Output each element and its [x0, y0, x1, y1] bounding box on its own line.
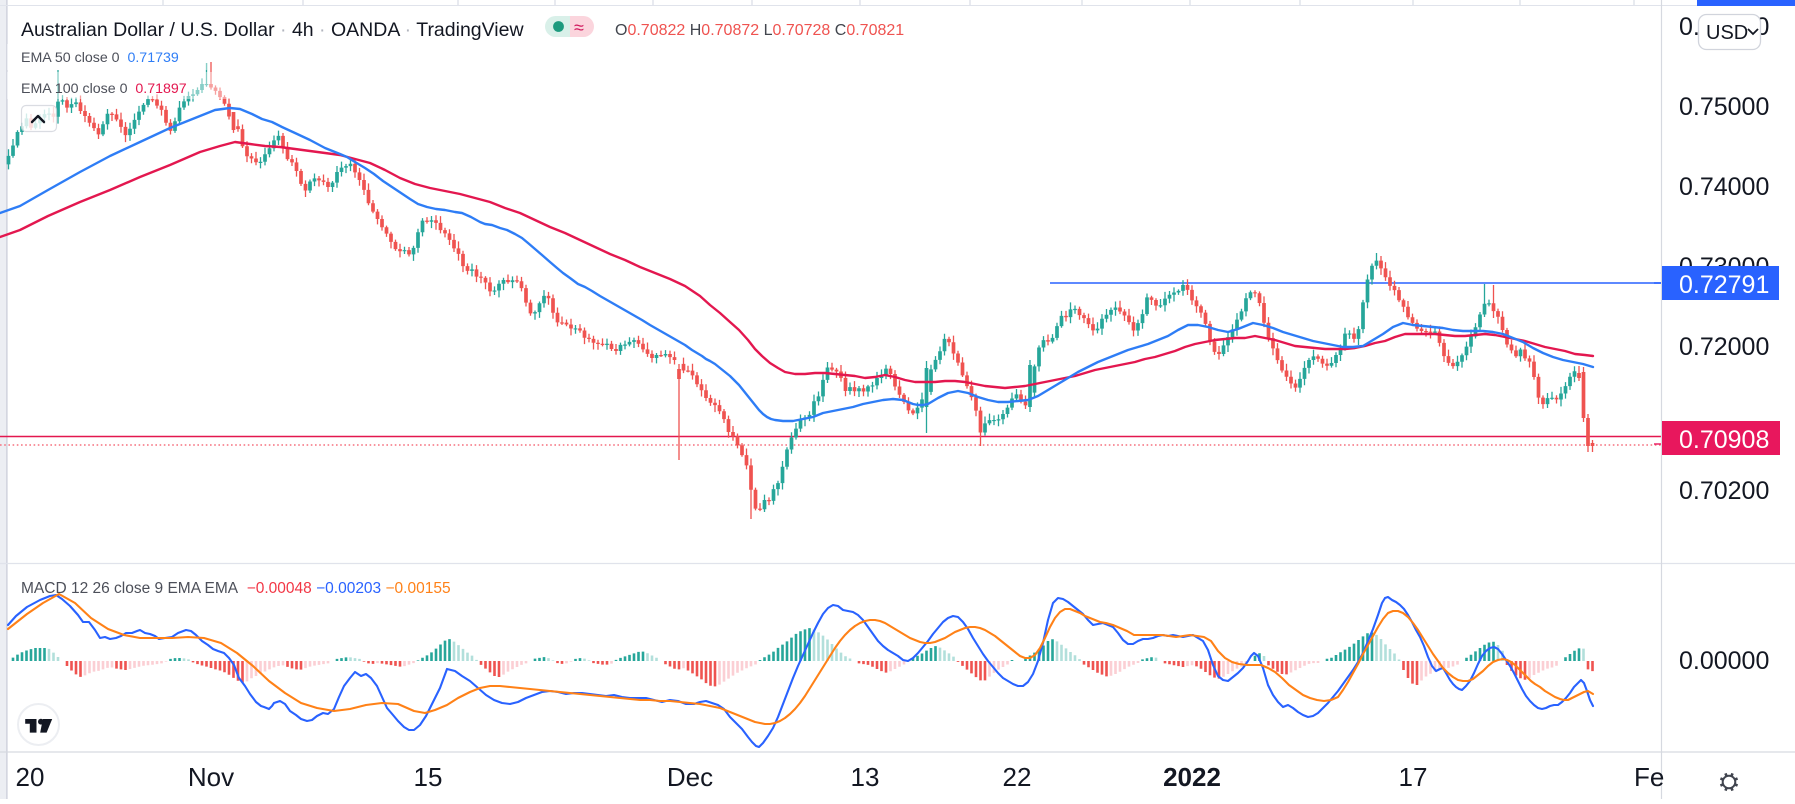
- svg-text:15: 15: [414, 762, 443, 792]
- svg-text:20: 20: [16, 762, 45, 792]
- svg-text:0.70908: 0.70908: [1679, 426, 1769, 454]
- svg-text:EMA 50 close 0 0.71739: EMA 50 close 0 0.71739: [21, 50, 179, 66]
- svg-text:Dec: Dec: [667, 762, 713, 792]
- svg-text:0.75000: 0.75000: [1679, 93, 1769, 121]
- svg-text:EMA 100 close 0 0.71897: EMA 100 close 0 0.71897: [21, 81, 187, 97]
- svg-text:0.72000: 0.72000: [1679, 333, 1769, 361]
- svg-text:13: 13: [851, 762, 880, 792]
- svg-text:0.72791: 0.72791: [1679, 271, 1769, 299]
- svg-text:Nov: Nov: [188, 762, 234, 792]
- svg-text:O0.70822 H0.70872 L0.70728 C0.: O0.70822 H0.70872 L0.70728 C0.70821: [615, 22, 904, 39]
- svg-text:0.70200: 0.70200: [1679, 477, 1769, 505]
- svg-text:0.74000: 0.74000: [1679, 173, 1769, 201]
- svg-text:MACD 12 26 close 9 EMA EMA −0: MACD 12 26 close 9 EMA EMA −0.00048 −0.0…: [21, 580, 451, 597]
- svg-text:22: 22: [1003, 762, 1032, 792]
- svg-text:17: 17: [1399, 762, 1428, 792]
- svg-text:2022: 2022: [1163, 762, 1221, 792]
- svg-text:Fe: Fe: [1634, 762, 1664, 792]
- svg-text:0.00000: 0.00000: [1679, 647, 1769, 675]
- svg-text:≈: ≈: [574, 18, 584, 38]
- svg-text:USD: USD: [1706, 22, 1748, 44]
- svg-text:Australian Dollar / U.S. Dolla: Australian Dollar / U.S. Dollar · 4h · O…: [21, 19, 524, 41]
